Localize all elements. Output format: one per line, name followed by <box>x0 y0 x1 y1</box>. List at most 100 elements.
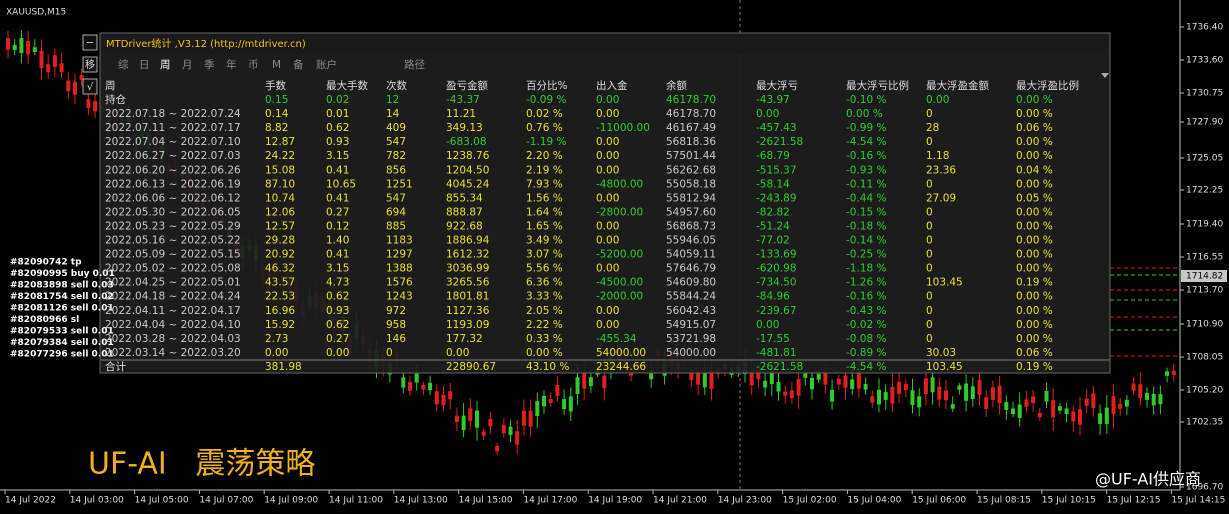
table-cell: 0.00 <box>596 164 619 176</box>
side-button[interactable] <box>82 78 98 95</box>
table-cell: -77.02 <box>756 235 790 247</box>
table-cell: 0.93 <box>326 136 349 148</box>
candle-body <box>1165 371 1170 376</box>
table-cell: 1127.36 <box>446 305 490 317</box>
table-cell: 1183 <box>386 235 413 247</box>
row-label: 2022.07.11 ~ 2022.07.17 <box>105 122 241 134</box>
table-cell: -11000.00 <box>596 122 650 134</box>
column-header: 周 <box>105 80 116 92</box>
table-cell: -68.79 <box>756 150 790 162</box>
table-cell: 0.00 <box>326 347 349 359</box>
table-cell: 0.00 <box>596 94 619 106</box>
table-cell: 0.62 <box>326 122 349 134</box>
tab[interactable]: 月 <box>182 59 193 71</box>
time-label: 14 Jul 13:00 <box>394 496 448 506</box>
table-cell: 3265.56 <box>446 277 490 289</box>
table-cell: 43.10 % <box>526 361 569 373</box>
candle-body <box>1057 406 1062 411</box>
row-label: 2022.05.23 ~ 2022.05.29 <box>105 220 241 232</box>
table-cell: 1297 <box>386 249 413 261</box>
tab[interactable]: 年 <box>226 58 237 71</box>
table-cell: 55812.94 <box>666 192 716 204</box>
table-cell: 0.00 <box>596 192 619 204</box>
column-header: 余额 <box>666 79 687 92</box>
table-cell: 1388 <box>386 263 413 275</box>
tab[interactable]: 综 <box>118 58 129 71</box>
candle-body <box>776 382 781 392</box>
table-cell: 2.73 <box>265 333 288 345</box>
current-price: 1714.82 <box>1186 272 1223 282</box>
table-cell: 15.92 <box>265 319 295 331</box>
candle-body <box>997 385 1002 404</box>
time-label: 15 Jul 02:00 <box>783 496 837 506</box>
side-button-label: √ <box>87 82 94 93</box>
table-cell: 10.65 <box>326 178 356 190</box>
candle-body <box>990 387 995 400</box>
side-button[interactable] <box>82 56 98 73</box>
table-cell: 0.19 % <box>1016 361 1053 373</box>
table-cell: 3036.99 <box>446 263 489 275</box>
candle-body <box>964 383 969 401</box>
table-cell: -0.15 % <box>846 206 887 218</box>
table-cell: 0.06 % <box>1016 122 1053 134</box>
tab[interactable]: 日 <box>139 59 150 71</box>
table-cell: -0.18 % <box>846 220 887 232</box>
candle-body <box>830 389 835 402</box>
candle-body <box>789 390 794 399</box>
table-cell: 1.65 % <box>526 220 563 232</box>
row-label: 2022.04.04 ~ 2022.04.10 <box>105 319 241 331</box>
table-cell: -0.10 % <box>846 94 887 106</box>
stats-panel <box>99 32 1111 374</box>
candle-body <box>562 399 567 410</box>
table-cell: 0.00 <box>596 263 619 275</box>
table-cell: 0 <box>926 206 933 218</box>
tab[interactable]: 账户 <box>316 58 337 71</box>
table-cell: -620.98 <box>756 263 797 275</box>
price-label: 1730.75 <box>1186 89 1223 99</box>
table-cell: 0 <box>926 333 933 345</box>
tab[interactable]: 周 <box>160 59 171 71</box>
table-cell: 0.06 % <box>1016 347 1053 359</box>
candle-body <box>46 64 51 73</box>
candle-body <box>1171 370 1176 375</box>
candle-body <box>461 415 466 431</box>
tab[interactable]: M <box>272 59 281 71</box>
candle-body <box>468 408 473 421</box>
scroll-arrow[interactable] <box>1101 73 1109 78</box>
table-cell: 1.18 <box>926 150 949 162</box>
tab[interactable]: 备 <box>293 58 304 71</box>
table-cell: 855.34 <box>446 192 483 204</box>
table-cell: 0.00 % <box>1016 136 1053 148</box>
tab[interactable]: 币 <box>248 59 259 71</box>
table-cell: 0.27 <box>326 333 349 345</box>
table-cell: 1238.76 <box>446 150 490 162</box>
candle-body <box>1158 394 1163 405</box>
table-cell: 0.62 <box>326 291 349 303</box>
table-cell: 1886.94 <box>446 235 490 247</box>
table-cell: 0.00 <box>756 108 779 120</box>
candle-body <box>917 396 922 408</box>
table-cell: 12.87 <box>265 136 295 148</box>
table-cell: -734.50 <box>756 277 797 289</box>
time-label: 14 Jul 19:00 <box>588 496 642 506</box>
row-label: 2022.05.09 ~ 2022.05.15 <box>105 249 241 261</box>
row-label: 持仓 <box>105 93 126 106</box>
tab[interactable]: 季 <box>204 59 215 71</box>
table-cell: -2621.58 <box>756 361 803 373</box>
candle-body <box>548 399 553 404</box>
table-cell: -43.97 <box>756 94 790 106</box>
candle-body <box>702 372 707 388</box>
side-button[interactable] <box>82 34 98 51</box>
candle-body <box>441 394 446 406</box>
candle-body <box>629 371 634 376</box>
tab[interactable]: 路径 <box>404 58 425 71</box>
time-label: 15 Jul 06:00 <box>912 496 966 506</box>
candle-body <box>448 391 453 400</box>
candle-body <box>923 378 928 395</box>
candle-body <box>749 372 754 386</box>
table-cell: -0.08 % <box>846 333 887 345</box>
table-cell: 30.03 <box>926 347 956 359</box>
table-cell: 0.93 <box>326 305 349 317</box>
table-cell: 0.05 % <box>1016 192 1053 204</box>
